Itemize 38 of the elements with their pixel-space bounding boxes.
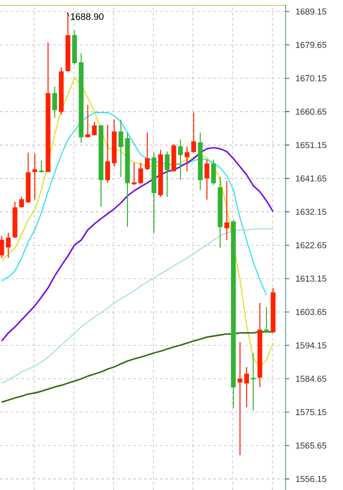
y-tick-label: 1670.15 [296,75,326,82]
y-tick-label: 1660.65 [296,108,326,115]
candlestick [105,124,110,184]
candlestick [204,159,210,200]
y-tick-label: 1603.65 [296,308,326,316]
y-tick-label: 1613.15 [296,276,326,282]
y-tick-label: 1641.65 [296,175,326,182]
annotation: 1688.90 [70,13,104,20]
candlestick [144,132,150,170]
candlestick [19,196,24,208]
candlestick [92,121,97,136]
candlestick [132,162,136,186]
candlestick [211,159,216,186]
candlestick [32,153,38,200]
y-tick-label: 1689.15 [296,8,326,15]
candlestick [184,146,190,172]
candlestick [52,86,58,118]
candlestick [6,232,11,259]
candlestick [0,235,4,259]
candlestick [264,306,269,334]
y-tick-label: 1632.15 [296,208,326,215]
candlestick [138,162,144,184]
y-tick-label: 1651.15 [296,142,326,148]
y-tick-label: 1594.15 [296,342,326,348]
candlestick [191,112,196,154]
candlestick [250,352,256,411]
y-tick-label: 1679.65 [296,42,326,48]
y-tick-label: 1565.65 [296,442,326,449]
candlestick [178,139,183,180]
y-tick-label: 1622.65 [296,242,326,248]
candlestick [118,119,124,178]
y-tick-label: 1584.65 [296,376,326,382]
candlestick [224,180,230,241]
line-series [0,146,274,342]
candlestick [39,160,44,174]
candlestick [164,151,170,198]
y-tick-label: 1575.15 [296,409,326,416]
y-tick-label: 1556.15 [296,476,326,482]
